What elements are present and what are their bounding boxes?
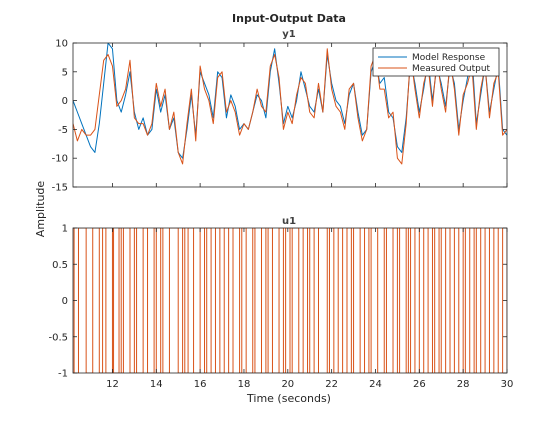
y-tick-label: -15 — [52, 183, 68, 194]
y-axis-label: Amplitude — [34, 181, 47, 238]
axes-y1-title: y1 — [282, 29, 296, 40]
x-tick-label: 12 — [106, 379, 119, 390]
legend-entry: Model Response — [412, 53, 486, 63]
x-tick-label: 28 — [457, 379, 470, 390]
legend-entry: Measured Output — [412, 64, 491, 74]
x-tick-label: 30 — [501, 379, 514, 390]
series-line-u1 — [73, 228, 507, 373]
y-tick-label: -5 — [58, 125, 68, 136]
y-tick-label: 0 — [62, 96, 68, 107]
x-axis-label: Time (seconds) — [246, 392, 331, 405]
legend-box — [372, 47, 500, 77]
x-tick-label: 16 — [194, 379, 207, 390]
y-tick-label: 0 — [62, 296, 68, 307]
y-tick-label: -0.5 — [48, 332, 68, 343]
x-tick-label: 24 — [369, 379, 382, 390]
series-group — [73, 228, 507, 373]
x-tick-label: 26 — [413, 379, 426, 390]
axes-frame — [72, 42, 508, 188]
y-tick-label: 10 — [55, 39, 68, 50]
x-tick-label: 22 — [325, 379, 338, 390]
x-tick-label: 14 — [150, 379, 163, 390]
axes-u1-title: u1 — [282, 216, 296, 227]
y-tick-label: 1 — [62, 224, 68, 235]
series-line-measured-output — [73, 48, 507, 165]
series-group — [73, 43, 507, 165]
axes-u1[interactable]: 12 14 16 18 20 22 24 26 28 30 1 0.5 0 -0.5 -1 — [48, 224, 513, 391]
x-tick-label: 20 — [281, 379, 294, 390]
y-tick-label: -1 — [58, 369, 68, 380]
figure-title: Input-Output Data — [232, 12, 346, 25]
x-tick-label: 18 — [238, 379, 251, 390]
y-tick-label: 5 — [62, 67, 68, 78]
y-tick-label: 0.5 — [52, 260, 68, 271]
y-tick-label: -10 — [52, 154, 68, 165]
